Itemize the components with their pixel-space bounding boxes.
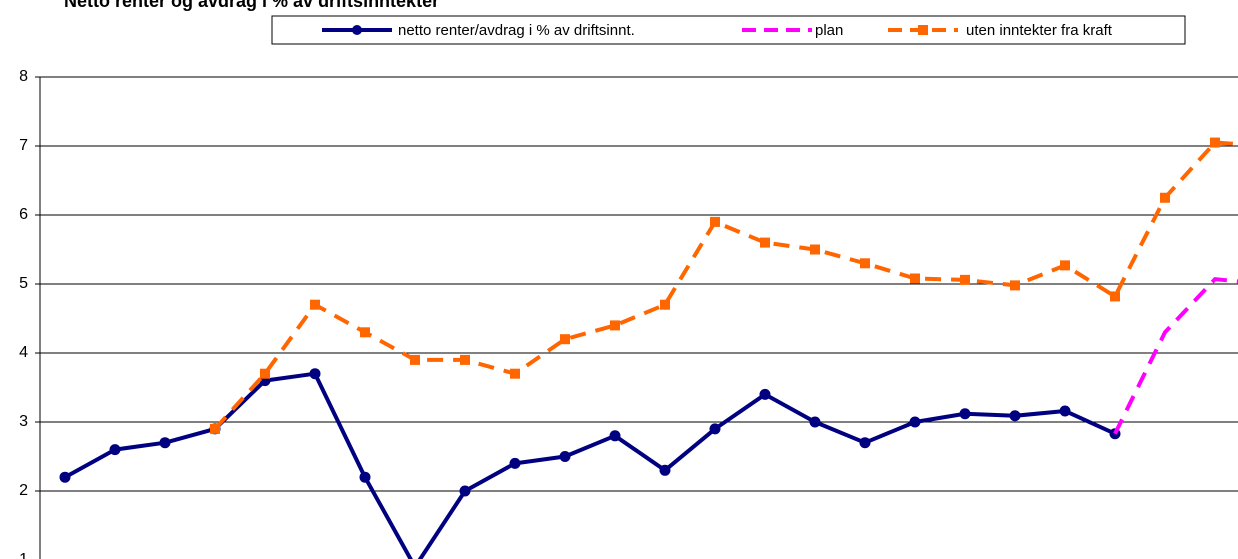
line — [1113, 277, 1238, 435]
point — [759, 388, 771, 400]
point — [760, 237, 770, 248]
point — [1009, 410, 1021, 422]
point — [1060, 260, 1070, 271]
y-tick-label: 1 — [19, 551, 28, 559]
point — [59, 471, 71, 483]
point — [560, 334, 570, 345]
legend-marker — [352, 25, 362, 35]
point — [460, 354, 470, 365]
y-tick-label: 3 — [19, 413, 28, 430]
chart-title: Netto renter og avdrag i % av driftsinnt… — [64, 0, 439, 11]
legend-box — [271, 15, 1186, 45]
point — [960, 274, 970, 285]
point — [1160, 192, 1170, 203]
legend-label: plan — [815, 22, 843, 39]
line — [213, 140, 1238, 431]
point — [859, 437, 871, 449]
point — [1059, 405, 1071, 417]
legend-label: netto renter/avdrag i % av driftsinnt. — [398, 22, 635, 39]
point — [860, 258, 870, 269]
point — [610, 320, 620, 331]
point — [509, 457, 521, 469]
point — [109, 444, 121, 456]
point — [360, 327, 370, 338]
point — [559, 451, 571, 462]
y-tick-label: 6 — [19, 206, 28, 223]
y-tick-label: 7 — [19, 137, 28, 154]
legend-label: uten inntekter fra kraft — [966, 22, 1113, 39]
point — [809, 416, 821, 428]
point — [510, 368, 520, 379]
point — [459, 485, 471, 497]
point — [810, 244, 820, 255]
point — [710, 216, 720, 227]
point — [159, 437, 171, 449]
y-tick-label: 8 — [19, 68, 28, 85]
y-tick-label: 5 — [19, 275, 28, 292]
point — [309, 368, 321, 380]
point — [709, 423, 721, 435]
point — [659, 464, 671, 476]
line — [64, 371, 1116, 559]
point — [410, 354, 420, 365]
legend-marker — [918, 25, 928, 35]
y-tick-label: 4 — [19, 344, 28, 361]
point — [310, 299, 320, 310]
point — [660, 299, 670, 310]
y-tick-label: 2 — [19, 482, 28, 499]
point — [1110, 291, 1120, 302]
point — [260, 368, 270, 379]
point — [1010, 280, 1020, 291]
point — [909, 416, 921, 428]
point — [1210, 137, 1220, 148]
point — [609, 430, 621, 442]
point — [210, 423, 220, 434]
point — [959, 408, 971, 420]
point — [910, 273, 920, 284]
point — [359, 471, 371, 483]
